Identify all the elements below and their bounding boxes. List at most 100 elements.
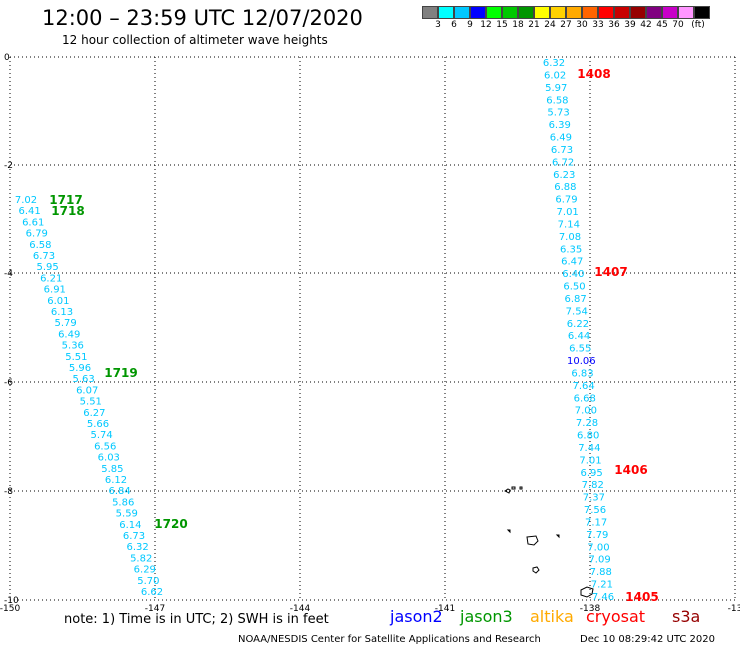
legend-swatch [518,6,534,19]
map-grid [9,56,736,601]
credit-text: NOAA/NESDIS Center for Satellite Applica… [238,634,541,645]
swh-value: 6.83 [571,368,593,379]
legend-color-bar [422,6,740,19]
swh-value: 6.79 [26,229,48,240]
legend-label: 24 [544,20,556,30]
lat-label: -4 [4,269,13,279]
sat-cryosat: cryosat [586,607,646,626]
lat-label: -6 [4,378,13,388]
swh-value: 7.08 [559,232,581,243]
swh-value: 5.82 [130,553,152,564]
swh-value: 7.21 [591,580,613,591]
legend-label: (ft) [691,20,705,30]
track-right: 6.326.02 5.976.58 5.736.39 6.496.736.72 6.23… [543,58,659,604]
legend-swatch [646,6,662,19]
swh-value: 6.07 [76,385,98,396]
legend-swatch [534,6,550,19]
island-outline [504,488,511,494]
pass-time-label: 1408 [577,67,610,81]
legend-swatch [678,6,694,19]
swh-value: 6.23 [553,170,575,181]
swh-value: 6.87 [565,294,587,305]
legend-label: 36 [608,20,620,30]
swh-value: 6.68 [574,393,596,404]
legend-swatch [438,6,454,19]
swh-value: 6.44 [568,331,590,342]
swh-value: 5.51 [80,397,102,408]
legend-swatch [422,6,438,19]
swh-value: 6.41 [18,206,40,217]
swh-value: 5.70 [137,576,159,587]
map-subtitle: 12 hour collection of altimeter wave hei… [62,33,328,47]
swh-value: 6.58 [29,240,51,251]
legend-swatch [598,6,614,19]
island-outline [526,535,539,546]
legend-label: 3 [435,20,441,30]
lon-label: -138 [580,604,601,614]
swh-value: 6.02 [544,70,566,81]
legend-swatch [470,6,486,19]
pass-time-label: 1717 [49,193,82,207]
legend-label: 45 [656,20,668,30]
swh-value: 7.17 [585,517,607,528]
swh-value: 5.85 [101,464,123,475]
swh-value: 5.36 [62,341,84,352]
axis-labels: 0 -2 -4 -6 -8 -10-150 -147 -144 -141 -138 -13 [0,53,740,614]
swh-value: 6.49 [550,133,572,144]
swh-value: 5.73 [547,108,569,119]
swh-value: 6.72 [552,157,574,168]
swh-value: 6.39 [549,120,571,131]
map-title: 12:00 – 23:59 UTC 12/07/2020 [42,6,363,30]
swh-value: 5.86 [112,497,134,508]
legend-label: 39 [624,20,636,30]
legend-swatch [582,6,598,19]
swh-value: 5.63 [72,374,94,385]
swh-value: 6.73 [123,531,145,542]
lon-label: -150 [0,604,20,614]
swh-value: 7.14 [558,219,580,230]
swh-value: 6.01 [47,296,69,307]
legend-swatch [486,6,502,19]
legend-swatch [566,6,582,19]
swh-value: 5.97 [545,83,567,94]
sat-s3a: s3a [672,607,701,626]
legend-label: 18 [512,20,524,30]
island-outline [555,534,560,539]
legend-label: 70 [672,20,684,30]
swh-value: 7.28 [576,418,598,429]
swh-value: 7.54 [566,306,588,317]
swh-value: 6.79 [555,195,577,206]
swh-value: 6.55 [569,344,591,355]
pass-time-label: 1719 [104,366,137,380]
swh-value: 6.95 [580,468,602,479]
legend-label: 6 [451,20,457,30]
swh-value: 7.44 [578,443,600,454]
swh-value: 6.80 [577,431,599,442]
generated-timestamp: Dec 10 08:29:42 UTC 2020 [580,634,715,645]
swh-value: 6.73 [33,251,55,262]
swh-value: 6.12 [105,475,127,486]
island-outline [532,566,540,574]
swh-value: 5.79 [54,318,76,329]
swh-value: 5.66 [87,419,109,430]
color-legend: 3 6 9 12 15 18 21 24 27 30 33 36 39 42 45 70 (ft) [422,6,740,33]
swh-value: 6.13 [51,307,73,318]
swh-value: 5.96 [69,363,91,374]
swh-value: 6.32 [543,58,565,69]
legend-swatch [694,6,710,19]
island-outline [506,529,511,534]
swh-value: 6.27 [83,408,105,419]
swh-value: 6.50 [563,282,585,293]
legend-label: 27 [560,20,572,30]
pass-time-label: 1407 [594,265,627,279]
lat-label: 0 [4,53,10,63]
swh-value: 6.88 [554,182,576,193]
swh-value: 6.61 [22,217,44,228]
swh-value: 7.02 [15,195,37,206]
legend-label: 9 [467,20,473,30]
swh-value: 6.56 [94,441,116,452]
swh-value: 6.32 [126,542,148,553]
sat-jason3: jason3 [460,607,513,626]
swh-value: 6.14 [119,520,141,531]
